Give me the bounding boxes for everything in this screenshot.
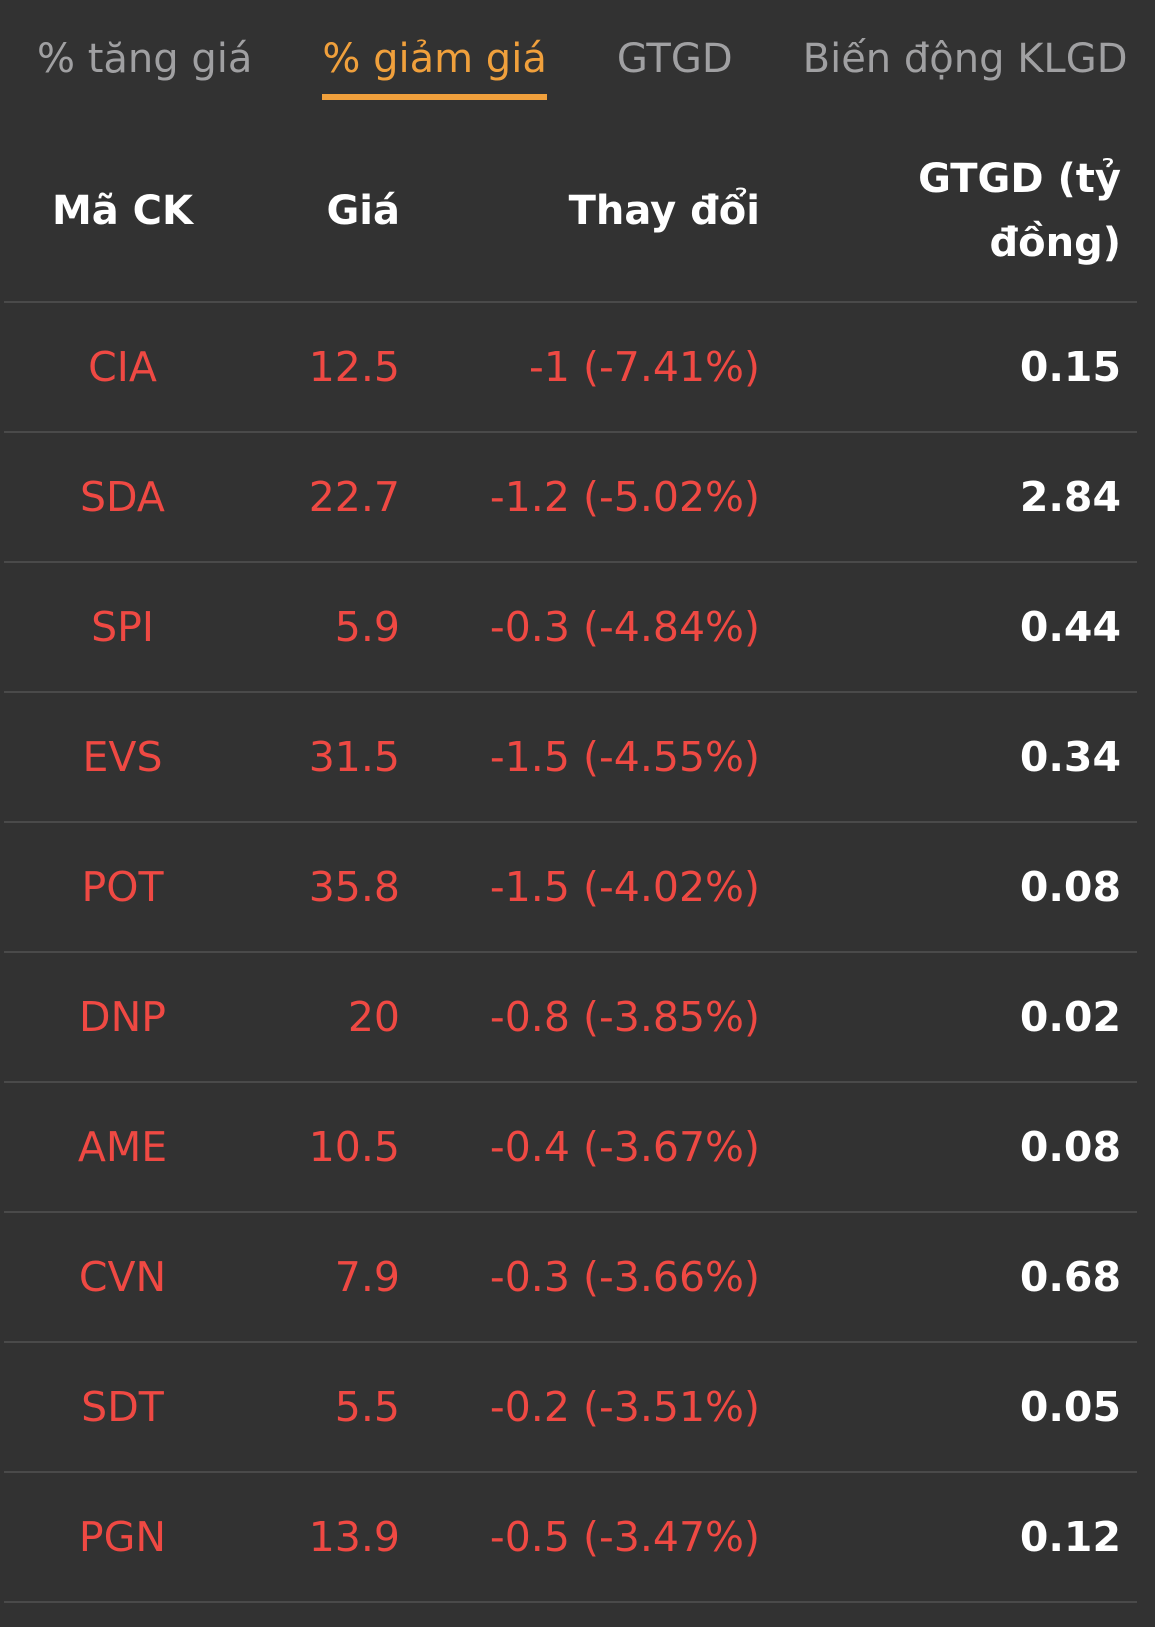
stock-gtgd-value: 0.08 (1019, 1123, 1121, 1171)
row-divider (4, 561, 1137, 563)
stock-change: -0.3 (-3.66%) (489, 1253, 760, 1301)
stock-gtgd-value: 2.84 (1019, 473, 1121, 521)
stock-code[interactable]: CVN (78, 1253, 167, 1301)
stock-price: 22.7 (308, 473, 400, 521)
tab-gtgd[interactable]: GTGD (616, 36, 733, 82)
header-divider (4, 301, 1137, 303)
stock-gtgd-value: 0.05 (1019, 1383, 1121, 1431)
stock-gtgd-value: 0.44 (1019, 603, 1121, 651)
row-divider (4, 1471, 1137, 1473)
column-header-price: Giá (326, 187, 400, 234)
stock-code[interactable]: SDT (81, 1383, 164, 1431)
table-row[interactable]: CVN 7.9 -0.3 (-3.66%) 0.68 (0, 1213, 1155, 1341)
table-row[interactable]: EVS 31.5 -1.5 (-4.55%) 0.34 (0, 693, 1155, 821)
tab-bar: % tăng giá % giảm giá GTGD Biến động KLG… (0, 0, 1155, 120)
stock-gtgd-value: 0.08 (1019, 863, 1121, 911)
tab-klgd-volatility[interactable]: Biến động KLGD (802, 36, 1128, 82)
stock-gtgd-value: 0.68 (1019, 1253, 1121, 1301)
stock-gtgd-value: 0.12 (1019, 1513, 1121, 1561)
table-row[interactable]: CIA 12.5 -1 (-7.41%) 0.15 (0, 303, 1155, 431)
stock-gtgd-value: 0.34 (1019, 733, 1121, 781)
row-divider (4, 951, 1137, 953)
stock-change: -0.4 (-3.67%) (489, 1123, 760, 1171)
stock-change: -1.5 (-4.02%) (489, 863, 760, 911)
stock-gtgd-value: 0.15 (1019, 343, 1121, 391)
table-row[interactable]: PGN 13.9 -0.5 (-3.47%) 0.12 (0, 1473, 1155, 1601)
stock-change: -1.2 (-5.02%) (489, 473, 760, 521)
row-divider (4, 1341, 1137, 1343)
stock-code[interactable]: AME (77, 1123, 168, 1171)
column-header-change: Thay đổi (568, 187, 760, 234)
stock-change: -0.3 (-4.84%) (489, 603, 760, 651)
column-header-value: GTGD (tỷ đồng) (760, 147, 1155, 275)
stock-price: 5.5 (334, 1383, 400, 1431)
stock-price: 13.9 (308, 1513, 400, 1561)
stock-price: 31.5 (308, 733, 400, 781)
row-divider (4, 1211, 1137, 1213)
column-header-value-label: GTGD (tỷ đồng) (918, 155, 1121, 266)
table-row[interactable]: SPI 5.9 -0.3 (-4.84%) 0.44 (0, 563, 1155, 691)
stock-gtgd-value: 0.02 (1019, 993, 1121, 1041)
table-row[interactable]: POT 35.8 -1.5 (-4.02%) 0.08 (0, 823, 1155, 951)
row-divider (4, 431, 1137, 433)
table-row[interactable]: AME 10.5 -0.4 (-3.67%) 0.08 (0, 1083, 1155, 1211)
stock-change: -0.5 (-3.47%) (489, 1513, 760, 1561)
stock-code[interactable]: CIA (88, 343, 157, 391)
tab-percent-gainers[interactable]: % tăng giá (37, 36, 253, 82)
stock-change: -1.5 (-4.55%) (489, 733, 760, 781)
table-row[interactable]: SDA 22.7 -1.2 (-5.02%) 2.84 (0, 433, 1155, 561)
stock-price: 20 (347, 993, 400, 1041)
row-divider (4, 1601, 1137, 1603)
stock-price: 10.5 (308, 1123, 400, 1171)
column-header-code: Mã CK (51, 187, 194, 234)
stock-change: -1 (-7.41%) (529, 343, 760, 391)
stock-code[interactable]: DNP (79, 993, 166, 1041)
stock-price: 12.5 (308, 343, 400, 391)
tab-percent-losers[interactable]: % giảm giá (322, 36, 547, 100)
stock-code[interactable]: PGN (78, 1513, 167, 1561)
stock-change: -0.8 (-3.85%) (489, 993, 760, 1041)
stock-code[interactable]: POT (81, 863, 164, 911)
stock-price: 7.9 (334, 1253, 400, 1301)
stock-price: 35.8 (308, 863, 400, 911)
stock-code[interactable]: SPI (91, 603, 154, 651)
table-row[interactable]: DNP 20 -0.8 (-3.85%) 0.02 (0, 953, 1155, 1081)
stock-price: 5.9 (334, 603, 400, 651)
table-row[interactable]: SDT 5.5 -0.2 (-3.51%) 0.05 (0, 1343, 1155, 1471)
stock-code[interactable]: SDA (80, 473, 165, 521)
row-divider (4, 821, 1137, 823)
stock-change: -0.2 (-3.51%) (489, 1383, 760, 1431)
row-divider (4, 691, 1137, 693)
stock-code[interactable]: EVS (82, 733, 163, 781)
table-header: Mã CK Giá Thay đổi GTGD (tỷ đồng) (0, 120, 1155, 301)
row-divider (4, 1081, 1137, 1083)
